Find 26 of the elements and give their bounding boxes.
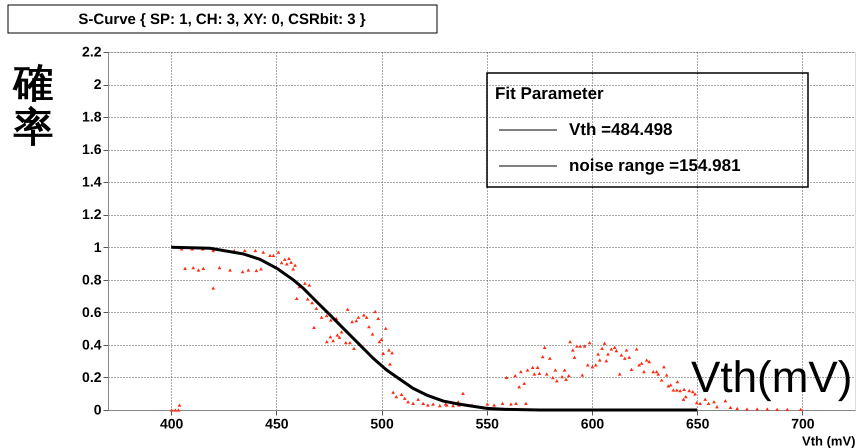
x-tick-label: 450 bbox=[265, 416, 289, 432]
annotation: noise range =154.981 bbox=[569, 156, 741, 175]
y-tick-label: 0.4 bbox=[82, 336, 102, 352]
x-tick-label: 400 bbox=[160, 416, 184, 432]
y-tick-label: 0.8 bbox=[82, 271, 102, 288]
y-tick-label: 0.6 bbox=[82, 304, 102, 320]
y-tick-label: 0 bbox=[94, 402, 102, 418]
annotation: Vth(mV) bbox=[691, 353, 852, 402]
y-tick-label: 1 bbox=[94, 238, 102, 255]
legend-title: Fit Parameter bbox=[495, 84, 604, 103]
y-tick-label: 1.6 bbox=[82, 141, 102, 158]
x-tick-label: 700 bbox=[791, 416, 815, 432]
annotation: Vth =484.498 bbox=[569, 120, 672, 139]
y-tick-label: 1.4 bbox=[82, 174, 102, 190]
y-axis-title: 確率 bbox=[12, 62, 54, 150]
x-axis-title: Vth (mV) bbox=[802, 434, 856, 448]
y-tick-label: 0.2 bbox=[82, 368, 102, 385]
x-tick-label: 550 bbox=[476, 416, 500, 432]
x-tick-label: 600 bbox=[580, 416, 604, 432]
y-tick-label: 1.8 bbox=[82, 108, 102, 125]
y-tick-label: 2.2 bbox=[82, 44, 102, 60]
y-tick-label: 2 bbox=[94, 76, 102, 92]
x-tick-label: 650 bbox=[686, 416, 710, 432]
chart-title: S-Curve { SP: 1, CH: 3, XY: 0, CSRbit: 3 } bbox=[78, 11, 366, 28]
x-tick-label: 500 bbox=[370, 416, 394, 432]
y-tick-label: 1.2 bbox=[82, 206, 102, 222]
